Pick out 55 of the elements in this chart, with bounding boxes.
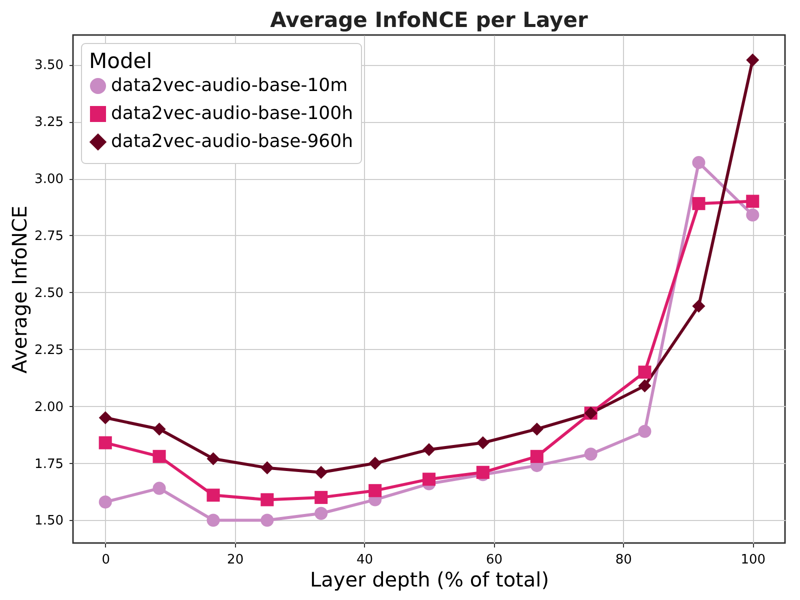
y-tick-label: 1.50 (34, 514, 64, 529)
point (152, 450, 166, 463)
x-tick-label: 40 (356, 552, 374, 568)
point (638, 366, 652, 379)
point (314, 506, 328, 520)
point (638, 379, 652, 392)
point (746, 208, 760, 222)
point (422, 443, 436, 456)
point (260, 514, 274, 527)
x-axis-title: Layer depth (% of total) (310, 568, 550, 592)
point (422, 472, 436, 486)
y-tick-label: 2.75 (34, 228, 64, 244)
point (692, 197, 706, 210)
point (206, 452, 220, 466)
chart-title: Average InfoNCE per Layer (270, 8, 588, 32)
point (98, 436, 112, 450)
y-axis-title: Average InfoNCE (8, 206, 32, 374)
point (260, 461, 274, 474)
point (206, 514, 220, 527)
point (314, 466, 328, 479)
legend-label: data2vec-audio-base-960h (111, 131, 353, 152)
point (368, 456, 382, 470)
y-tick-label: 2.00 (34, 400, 64, 415)
y-tick-label: 2.25 (34, 342, 64, 358)
point (692, 300, 706, 313)
point (584, 448, 598, 461)
point (530, 450, 544, 463)
point (476, 466, 490, 479)
x-tick-label: 100 (740, 552, 766, 568)
legend-title: Model (89, 49, 152, 73)
point (476, 436, 490, 450)
x-tick-label: 60 (486, 552, 502, 568)
y-tick-label: 3.50 (34, 58, 64, 74)
legend-label: data2vec-audio-base-100h (111, 103, 353, 124)
point (314, 490, 328, 504)
y-tick-label: 1.75 (34, 456, 64, 472)
point (692, 156, 706, 170)
point (746, 54, 760, 67)
legend-label: data2vec-audio-base-10m (111, 75, 348, 96)
point (746, 194, 760, 208)
point (98, 411, 112, 424)
point (530, 422, 544, 436)
x-tick-label: 80 (615, 552, 632, 568)
y-tick-label: 3.25 (34, 115, 64, 130)
y-tick-label: 2.50 (34, 286, 64, 301)
point (152, 422, 166, 436)
y-tick-label: 3.00 (34, 172, 64, 188)
point (98, 495, 112, 508)
point (206, 488, 220, 502)
point (638, 424, 652, 438)
x-tick-label: 0 (102, 552, 110, 568)
point (368, 484, 382, 498)
x-tick-label: 20 (227, 552, 244, 568)
point (260, 493, 274, 506)
point (152, 482, 166, 495)
